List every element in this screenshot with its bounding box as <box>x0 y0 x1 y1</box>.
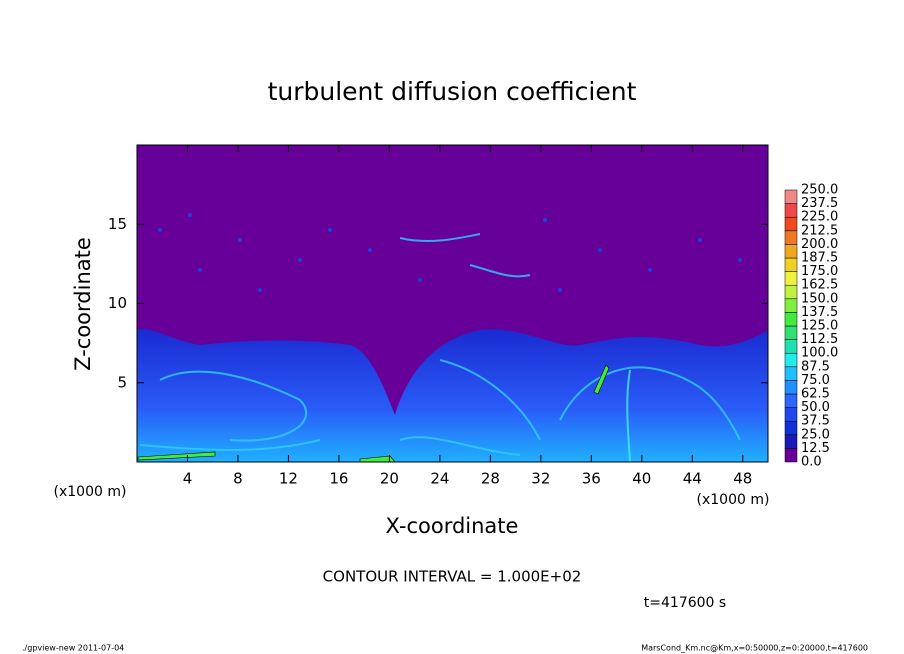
colorbar-band <box>784 271 798 286</box>
colorbar-label: 0.0 <box>801 455 822 470</box>
x-tick-label: 32 <box>531 470 550 488</box>
x-tick-label: 20 <box>380 470 399 488</box>
colorbar-label: 212.5 <box>801 223 838 238</box>
colorbar-label: 50.0 <box>801 400 830 415</box>
colorbar-label: 87.5 <box>801 359 830 374</box>
colorbar-label: 100.0 <box>801 346 838 361</box>
colorbar-label: 62.5 <box>801 387 830 402</box>
x-tick-label: 28 <box>481 470 500 488</box>
footer-right: MarsCond_Km.nc@Km,x=0:50000,z=0:20000,t=… <box>641 644 868 653</box>
chart-title: turbulent diffusion coefficient <box>268 77 637 106</box>
x-tick-label: 36 <box>582 470 601 488</box>
x-tick-label: 16 <box>329 470 348 488</box>
colorbar-label: 175.0 <box>801 264 838 279</box>
field <box>137 145 768 462</box>
colorbar-band <box>784 203 798 218</box>
colorbar-label: 125.0 <box>801 319 838 334</box>
colorbar-band <box>784 189 798 204</box>
y-tick-label: 10 <box>108 294 127 312</box>
colorbar-band <box>784 380 798 395</box>
colorbar-band <box>784 352 798 368</box>
x-tick-label: 4 <box>183 470 193 488</box>
y-tick-label: 5 <box>117 373 127 391</box>
colorbar-label: 162.5 <box>801 278 838 293</box>
x-tick-label: 40 <box>632 470 651 488</box>
y-axis-label: Z-coordinate <box>71 237 95 371</box>
colorbar-label: 225.0 <box>801 210 838 225</box>
y-tick-label: 15 <box>108 215 127 233</box>
colorbar-label: 250.0 <box>801 183 838 198</box>
colorbar-band <box>784 434 798 449</box>
x-tick-label: 44 <box>683 470 702 488</box>
colorbar-label: 25.0 <box>801 427 830 442</box>
colorbar-band <box>784 284 798 300</box>
colorbar-band <box>784 420 798 436</box>
colorbar-band <box>784 448 798 463</box>
colorbar-label: 75.0 <box>801 373 830 388</box>
footer-left: ./gpview-new 2011-07-04 <box>22 644 124 653</box>
x-tick-label: 8 <box>233 470 243 488</box>
time-label: t=417600 s <box>644 595 726 611</box>
colorbar-band <box>784 216 798 232</box>
colorbar-label: 200.0 <box>801 237 838 252</box>
colorbar-band <box>784 298 798 313</box>
x-tick-label: 24 <box>430 470 449 488</box>
colorbar-label: 137.5 <box>801 305 838 320</box>
x-axis-label: X-coordinate <box>386 514 519 538</box>
x-unit: (x1000 m) <box>697 492 770 508</box>
colorbar-band <box>784 312 798 327</box>
colorbar-label: 150.0 <box>801 291 838 306</box>
colorbar-band <box>784 407 798 422</box>
colorbar-label: 12.5 <box>801 441 830 456</box>
colorbar-band <box>784 325 798 340</box>
contour-interval: CONTOUR INTERVAL = 1.000E+02 <box>323 568 582 586</box>
x-tick-label: 48 <box>733 470 752 488</box>
colorbar-label: 237.5 <box>801 196 838 211</box>
colorbar-band <box>784 393 798 408</box>
colorbar-band <box>784 257 798 272</box>
x-tick-label: 12 <box>279 470 298 488</box>
colorbar-label: 187.5 <box>801 251 838 266</box>
colorbar-band <box>784 366 798 381</box>
colorbar-label: 37.5 <box>801 414 830 429</box>
colorbar-band <box>784 339 798 354</box>
y-unit: (x1000 m) <box>54 484 127 500</box>
colorbar-label: 112.5 <box>801 332 838 347</box>
colorbar-band <box>784 230 798 245</box>
colorbar-band <box>784 244 798 259</box>
